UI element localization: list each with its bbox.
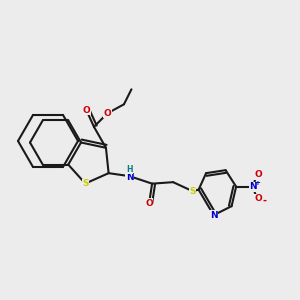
Text: N: N xyxy=(249,182,257,191)
Text: S: S xyxy=(82,179,88,188)
Text: N: N xyxy=(126,173,134,182)
Text: O: O xyxy=(255,170,262,179)
Text: O: O xyxy=(82,106,90,115)
Text: +: + xyxy=(255,180,261,186)
Text: O: O xyxy=(103,109,111,118)
Text: -: - xyxy=(262,196,267,206)
Text: S: S xyxy=(189,187,196,196)
Text: N: N xyxy=(210,211,218,220)
Text: O: O xyxy=(145,199,153,208)
Text: O: O xyxy=(255,194,262,203)
Text: H: H xyxy=(126,165,133,174)
